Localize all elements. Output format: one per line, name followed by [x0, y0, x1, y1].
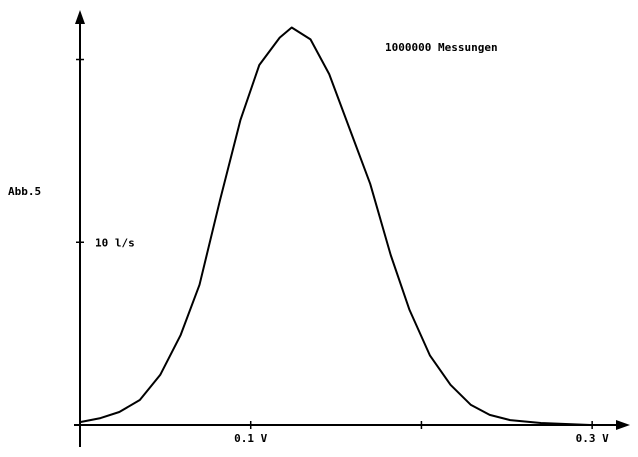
y-axis-arrow [75, 10, 85, 24]
y-tick-label: 10 l/s [95, 236, 135, 249]
x-tick-label: 0.3 V [576, 432, 609, 445]
x-axis-arrow [616, 420, 630, 430]
curve [79, 26, 591, 426]
annotation: 1000000 Messungen [385, 41, 498, 54]
figure-label: Abb.5 [8, 185, 41, 198]
x-tick-label: 0.1 V [234, 432, 267, 445]
